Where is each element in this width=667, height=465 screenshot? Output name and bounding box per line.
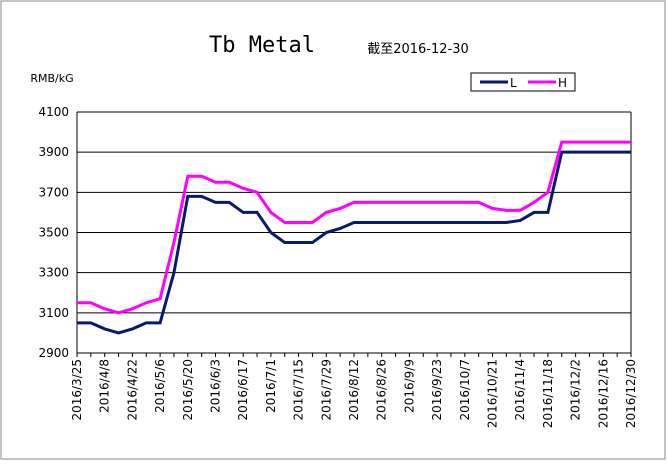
legend-label: L — [510, 76, 517, 90]
x-tick-label: 2016/5/6 — [153, 359, 167, 413]
x-tick-label: 2016/9/9 — [402, 359, 416, 413]
x-tick-label: 2016/10/21 — [486, 359, 500, 428]
series-line — [77, 150, 631, 335]
series-line — [77, 140, 631, 315]
x-tick-label: 2016/12/16 — [596, 359, 610, 428]
x-tick-label: 2016/12/2 — [569, 359, 583, 421]
x-tick-label: 2016/7/29 — [319, 359, 333, 421]
x-tick-label: 2016/6/17 — [236, 359, 250, 421]
y-tick-label: 3300 — [38, 266, 69, 280]
y-tick-label: 3500 — [38, 226, 69, 240]
x-tick-label: 2016/4/8 — [98, 359, 112, 413]
y-tick-label: 3100 — [38, 306, 69, 320]
y-tick-label: 2900 — [38, 346, 69, 360]
chart-title: Tb Metal — [209, 33, 315, 58]
x-tick-label: 2016/8/12 — [347, 359, 361, 421]
x-tick-label: 2016/7/15 — [292, 359, 306, 421]
x-tick-label: 2016/8/26 — [375, 359, 389, 421]
x-tick-label: 2016/7/1 — [264, 359, 278, 413]
x-tick-label: 2016/10/7 — [458, 359, 472, 421]
chart-subtitle: 截至2016-12-30 — [367, 42, 469, 57]
legend-box — [470, 72, 576, 92]
x-tick-label: 2016/4/22 — [125, 359, 139, 421]
x-tick-label: 2016/11/18 — [541, 359, 555, 428]
x-tick-label: 2016/12/30 — [624, 359, 638, 428]
y-tick-label: 3700 — [38, 185, 69, 199]
x-tick-label: 2016/11/4 — [513, 359, 527, 421]
y-tick-label: 3900 — [38, 145, 69, 159]
x-tick-label: 2016/5/20 — [181, 359, 195, 421]
x-tick-label: 2016/6/3 — [209, 359, 223, 413]
x-tick-label: 2016/9/23 — [430, 359, 444, 421]
y-tick-label: 4100 — [38, 105, 69, 119]
y-axis-label: RMB/kG — [30, 72, 73, 85]
legend-label: H — [558, 76, 567, 90]
x-tick-label: 2016/3/25 — [70, 359, 84, 421]
